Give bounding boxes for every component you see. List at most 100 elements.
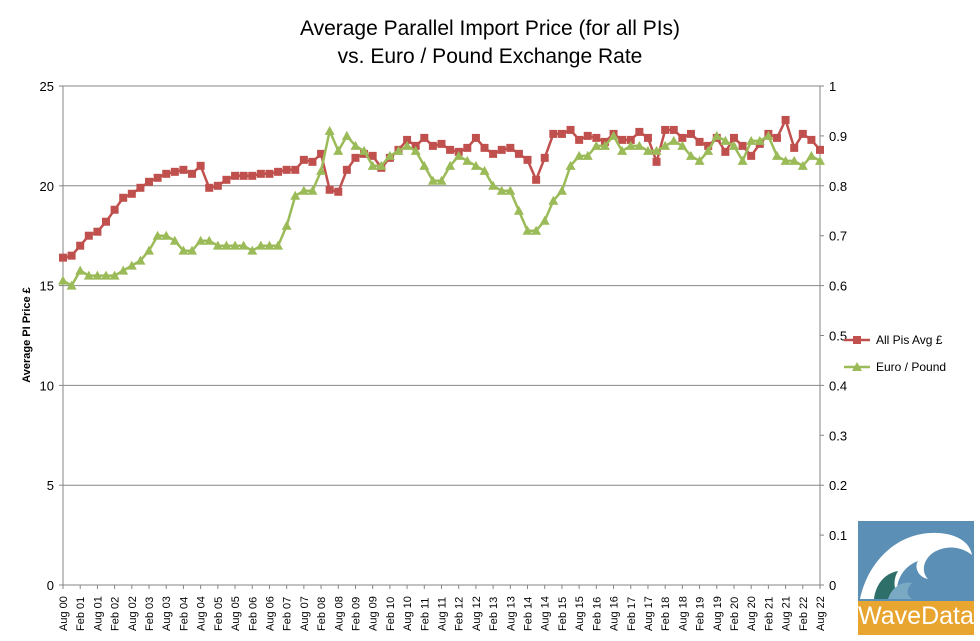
- y2-tick-label: 0.7: [829, 229, 847, 244]
- data-point: [497, 145, 506, 154]
- data-point: [711, 130, 722, 140]
- data-point: [274, 167, 283, 176]
- data-point: [169, 235, 180, 245]
- x-tick-label: Aug 06: [264, 596, 276, 631]
- data-point: [738, 141, 747, 150]
- y2-tick-label: 0.3: [829, 428, 847, 443]
- data-point: [635, 127, 644, 136]
- data-point: [599, 140, 610, 150]
- data-point: [471, 133, 480, 142]
- x-tick-label: Feb 11: [419, 598, 431, 631]
- data-point: [368, 151, 377, 160]
- data-point: [807, 135, 816, 144]
- data-point: [350, 140, 361, 150]
- data-point: [75, 265, 86, 275]
- legend-label: All Pis Avg £: [876, 333, 943, 347]
- x-tick-label: Feb 03: [144, 597, 156, 631]
- data-point: [506, 143, 515, 152]
- x-tick-label: Aug 02: [127, 596, 139, 631]
- x-tick-label: Aug 21: [781, 596, 793, 631]
- x-tick-label: Feb 12: [454, 597, 466, 631]
- data-point: [816, 145, 824, 154]
- data-point: [470, 160, 481, 170]
- data-point: [660, 140, 671, 150]
- data-point: [402, 140, 413, 150]
- data-point: [196, 161, 205, 170]
- data-point: [626, 135, 635, 144]
- data-point: [728, 140, 739, 150]
- data-point: [410, 145, 421, 155]
- data-point: [376, 160, 387, 170]
- data-point: [145, 177, 154, 186]
- data-point: [299, 155, 308, 164]
- data-point: [342, 165, 351, 174]
- data-point: [668, 135, 679, 145]
- x-tick-label: Feb 07: [282, 597, 294, 631]
- wave-logo-icon: [858, 521, 974, 635]
- data-point: [109, 270, 120, 280]
- data-point: [367, 160, 378, 170]
- data-point: [582, 150, 593, 160]
- logo-text: WaveData: [858, 602, 974, 630]
- data-point: [747, 151, 756, 160]
- data-point: [255, 240, 266, 250]
- data-point: [212, 240, 223, 250]
- data-point: [781, 115, 790, 124]
- x-tick-label: Aug 08: [333, 596, 345, 631]
- x-tick-label: Feb 14: [523, 597, 535, 631]
- data-point: [643, 133, 652, 142]
- data-point: [634, 140, 645, 150]
- legend-label: Euro / Pound: [876, 360, 946, 374]
- data-point: [539, 215, 550, 225]
- data-point: [780, 155, 791, 165]
- data-point: [532, 175, 541, 184]
- data-point: [118, 265, 129, 275]
- data-point: [437, 139, 446, 148]
- data-point: [127, 189, 136, 198]
- data-point: [359, 145, 370, 155]
- x-tick-label: Aug 12: [471, 596, 483, 631]
- data-point: [798, 129, 807, 138]
- data-point: [575, 135, 584, 144]
- data-point: [763, 130, 774, 140]
- data-point: [694, 155, 705, 165]
- data-point: [703, 145, 714, 155]
- data-point: [746, 135, 757, 145]
- x-tick-label: Feb 22: [798, 597, 810, 631]
- y-tick-label: 20: [40, 179, 54, 194]
- series-euro-pound: [58, 125, 825, 290]
- y-tick-label: 25: [40, 79, 54, 94]
- data-point: [102, 217, 111, 226]
- data-point: [83, 270, 94, 280]
- y-axis-label: Average PI Price £: [21, 287, 33, 383]
- data-point: [317, 149, 326, 158]
- data-point: [617, 145, 628, 155]
- x-tick-label: Feb 13: [488, 597, 500, 631]
- x-tick-label: Feb 15: [557, 597, 569, 631]
- data-point: [187, 245, 198, 255]
- x-tick-label: Feb 05: [213, 597, 225, 631]
- data-point: [84, 231, 93, 240]
- x-tick-label: Aug 22: [815, 596, 827, 631]
- data-point: [419, 160, 430, 170]
- data-point: [324, 125, 335, 135]
- x-tick-label: Aug 09: [368, 596, 380, 631]
- data-point: [290, 190, 301, 200]
- data-point: [557, 129, 566, 138]
- data-point: [119, 193, 128, 202]
- data-point: [806, 150, 817, 160]
- x-tick-label: Feb 21: [763, 597, 775, 631]
- data-point: [316, 165, 327, 175]
- data-point: [325, 185, 334, 194]
- x-tick-label: Feb 08: [316, 597, 328, 631]
- x-tick-label: Aug 04: [196, 596, 208, 631]
- data-point: [238, 240, 249, 250]
- x-tick-label: Feb 17: [626, 597, 638, 631]
- data-point: [652, 157, 661, 166]
- data-point: [427, 175, 438, 185]
- data-point: [298, 185, 309, 195]
- data-point: [513, 205, 524, 215]
- data-point: [76, 241, 85, 250]
- data-point: [126, 260, 137, 270]
- data-point: [754, 135, 765, 145]
